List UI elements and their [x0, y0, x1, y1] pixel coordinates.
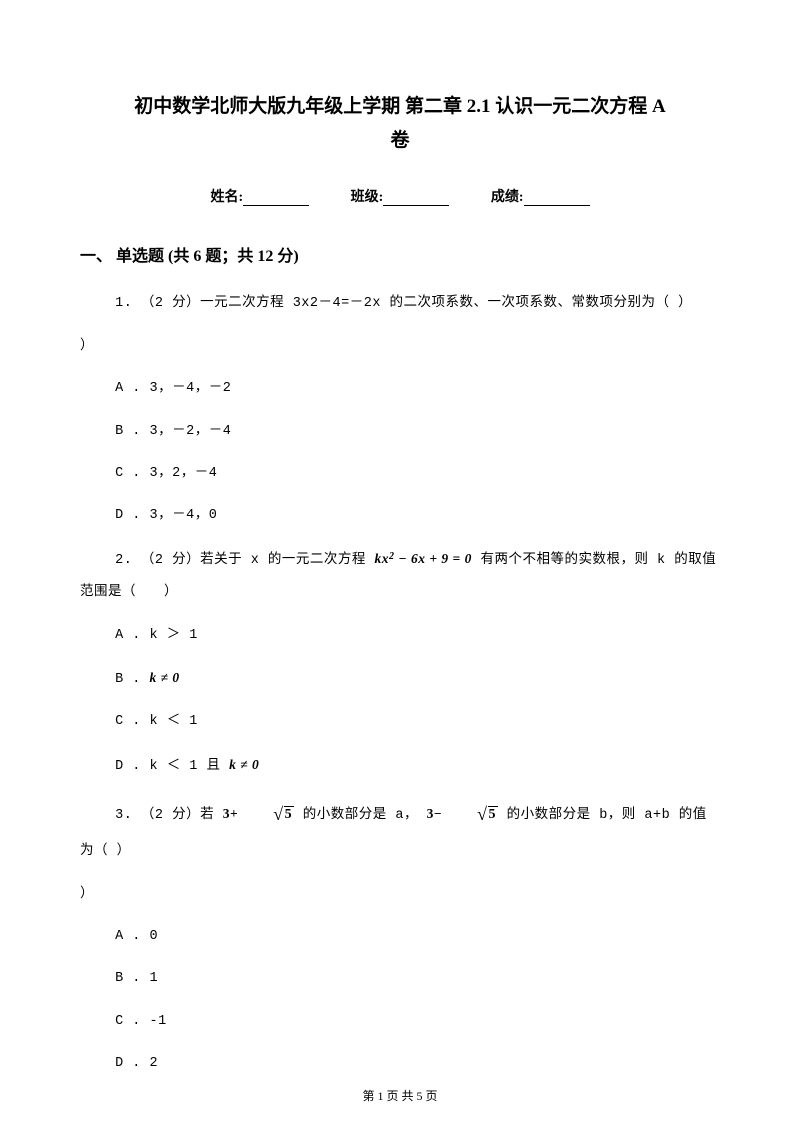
- q1-option-d: D . 3，－4，0: [80, 500, 720, 532]
- q2-text-pre: 若关于 x 的一元二次方程: [200, 553, 374, 568]
- q2-option-d: D . k ＜ 1 且 k ≠ 0: [80, 749, 720, 783]
- q3-number: 3.: [115, 808, 132, 823]
- sqrt-icon: √5: [442, 793, 498, 836]
- page-footer: 第 1 页 共 5 页: [0, 1087, 800, 1104]
- q2-stem: 2. （2 分）若关于 x 的一元二次方程 kx2 − 6x + 9 = 0 有…: [80, 543, 720, 610]
- q2-d-label: D . k ＜ 1 且: [115, 759, 229, 774]
- q2-d-math: k ≠ 0: [229, 757, 259, 772]
- q3-option-b: B . 1: [80, 963, 720, 995]
- q2-option-a: A . k ＞ 1: [80, 620, 720, 652]
- q3-expr2-before: 3−: [427, 806, 442, 821]
- q3-expr2: 3−√5: [427, 806, 498, 821]
- q1-number: 1.: [115, 296, 132, 311]
- q2-option-c: C . k ＜ 1: [80, 706, 720, 738]
- class-label: 班级:: [351, 190, 384, 205]
- student-info-row: 姓名: 班级: 成绩:: [80, 186, 720, 206]
- q3-option-c: C . -1: [80, 1006, 720, 1038]
- q1-paren-close: ）: [80, 331, 720, 363]
- q2-b-math: k ≠ 0: [150, 670, 180, 685]
- q2-b-label: B .: [115, 672, 149, 687]
- question-2: 2. （2 分）若关于 x 的一元二次方程 kx2 − 6x + 9 = 0 有…: [80, 543, 720, 783]
- q2-equation: kx2 − 6x + 9 = 0: [375, 551, 472, 566]
- name-blank[interactable]: [243, 190, 309, 206]
- q3-points: （2 分）: [141, 808, 200, 823]
- score-label: 成绩:: [491, 190, 524, 205]
- q1-option-c: C . 3，2，－4: [80, 458, 720, 490]
- q1-stem: 1. （2 分）一元二次方程 3x2－4=－2x 的二次项系数、一次项系数、常数…: [80, 288, 720, 320]
- class-blank[interactable]: [383, 190, 449, 206]
- name-label: 姓名:: [210, 190, 243, 205]
- footer-mid: 页 共: [383, 1089, 416, 1103]
- footer-pre: 第: [362, 1089, 377, 1103]
- q1-option-b: B . 3，－2，－4: [80, 416, 720, 448]
- q1-text: 一元二次方程 3x2－4=－2x 的二次项系数、一次项系数、常数项分别为（ ）: [200, 296, 692, 311]
- page-title: 初中数学北师大版九年级上学期 第二章 2.1 认识一元二次方程 A 卷: [80, 90, 720, 158]
- q3-paren-close: ）: [80, 879, 720, 911]
- section-header: 一、 单选题 (共 6 题；共 12 分): [80, 242, 720, 266]
- q1-option-a: A . 3，－4，－2: [80, 373, 720, 405]
- q3-option-d: D . 2: [80, 1048, 720, 1080]
- q3-option-a: A . 0: [80, 921, 720, 953]
- q3-rad1: 5: [284, 806, 295, 822]
- q2-points: （2 分）: [141, 553, 200, 568]
- q3-text-b: 的小数部分是 a，: [294, 808, 426, 823]
- q2-number: 2.: [115, 553, 132, 568]
- q1-points: （2 分）: [141, 296, 200, 311]
- title-line-1: 初中数学北师大版九年级上学期 第二章 2.1 认识一元二次方程 A: [134, 96, 665, 117]
- q3-text-a: 若: [200, 808, 223, 823]
- title-line-2: 卷: [390, 130, 409, 151]
- q2-option-b: B . k ≠ 0: [80, 662, 720, 696]
- question-3: 3. （2 分）若 3+√5 的小数部分是 a， 3−√5 的小数部分是 b，则…: [80, 793, 720, 1081]
- question-1: 1. （2 分）一元二次方程 3x2－4=－2x 的二次项系数、一次项系数、常数…: [80, 288, 720, 532]
- q3-rad2: 5: [488, 806, 499, 822]
- footer-post: 页: [423, 1089, 438, 1103]
- q3-stem: 3. （2 分）若 3+√5 的小数部分是 a， 3−√5 的小数部分是 b，则…: [80, 793, 720, 869]
- q3-expr1-before: 3+: [223, 806, 238, 821]
- sqrt-icon: √5: [238, 793, 294, 836]
- q3-expr1: 3+√5: [223, 806, 294, 821]
- score-blank[interactable]: [524, 190, 590, 206]
